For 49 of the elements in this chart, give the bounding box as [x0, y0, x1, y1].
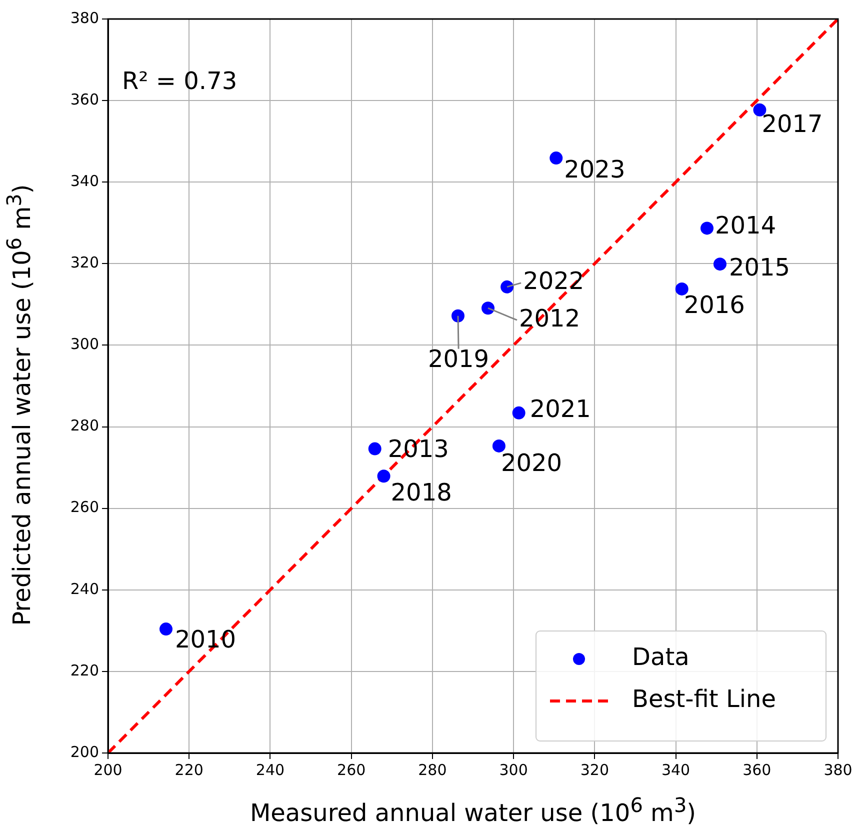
x-axis-title: Measured annual water use (10$^{6}$ m$^{3}$) — [248, 792, 698, 828]
y-tick-label: 280 — [70, 416, 99, 435]
x-tick-label: 340 — [661, 760, 690, 779]
y-tick-label: 200 — [70, 742, 99, 761]
annotation: 2012 — [519, 304, 580, 332]
y-tick-label: 260 — [70, 498, 99, 516]
annotation: 2010 — [174, 625, 236, 654]
legend-label: Data — [632, 643, 690, 672]
x-tick-label: 360 — [742, 760, 772, 779]
annotation: 2022 — [523, 267, 584, 296]
annotation: R² = 0.73 — [122, 67, 238, 96]
x-tick-label: 380 — [824, 760, 852, 779]
y-tick-label: 220 — [70, 661, 99, 680]
annotation: 2017 — [762, 110, 823, 138]
point — [377, 470, 390, 483]
annotation: 2021 — [530, 395, 591, 424]
point — [550, 152, 563, 165]
y-tick-label: 360 — [70, 90, 99, 108]
annotation: 2023 — [564, 155, 626, 184]
point — [451, 309, 464, 322]
annotation: 2018 — [390, 478, 452, 506]
y-tick-label: 380 — [70, 8, 99, 27]
x-tick-label: 320 — [580, 760, 609, 779]
x-tick-label: 260 — [337, 760, 366, 779]
point — [368, 442, 382, 456]
x-tick-label: 200 — [94, 760, 122, 779]
annotation: 2014 — [715, 211, 776, 240]
y-tick-label: 320 — [70, 254, 99, 272]
annotation: 2020 — [500, 449, 562, 478]
x-tick-label: 220 — [174, 760, 204, 779]
x-tick-label: 300 — [499, 760, 528, 779]
x-tick-label: 240 — [256, 760, 285, 779]
point — [700, 222, 714, 235]
annotation: 2015 — [728, 253, 790, 282]
y-tick-label: 300 — [70, 335, 99, 354]
point — [500, 280, 514, 294]
point — [492, 439, 506, 452]
point — [159, 622, 172, 636]
annotation: 2016 — [684, 291, 745, 320]
legend-label: Best-fit Line — [632, 685, 776, 714]
annotation: 2013 — [388, 435, 449, 464]
y-tick-label: 240 — [70, 580, 99, 598]
point — [675, 282, 688, 296]
x-tick-label: 280 — [418, 760, 447, 779]
point — [512, 406, 526, 420]
y-tick-label: 340 — [70, 172, 99, 190]
annotation: 2019 — [428, 345, 490, 374]
point — [713, 258, 726, 271]
point — [482, 302, 495, 315]
